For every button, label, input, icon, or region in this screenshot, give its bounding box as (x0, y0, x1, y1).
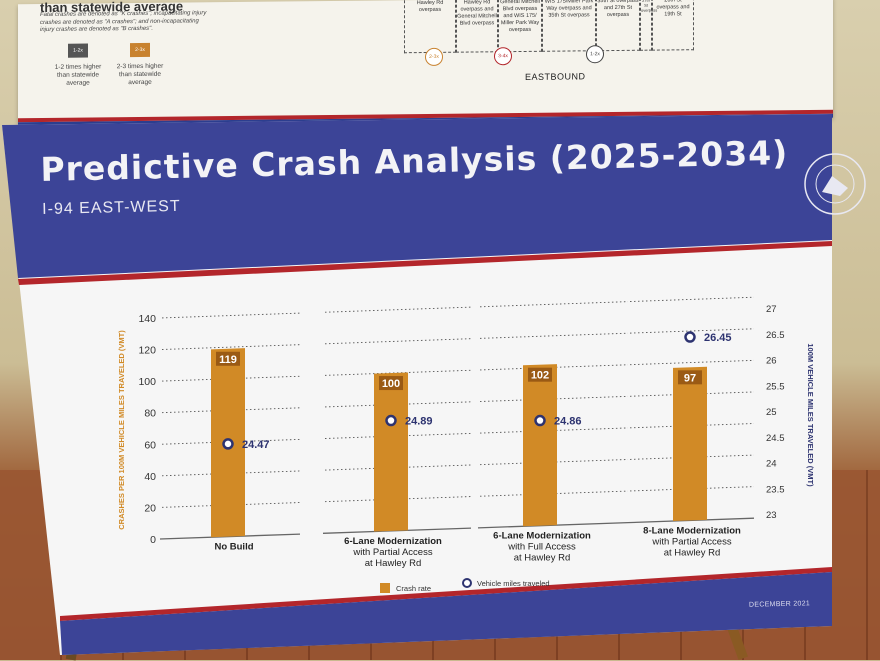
gridline (629, 486, 755, 492)
y-tick-label: 60 (144, 439, 156, 451)
header-stripe-red (18, 241, 832, 285)
y-tick-label: 100 (138, 376, 156, 388)
category-label: with Partial Access (352, 547, 432, 558)
legend-label-vmt: Vehicle miles traveled (477, 579, 550, 588)
vmt-value-label: 24.47 (242, 439, 270, 451)
bar-value-box (528, 367, 552, 382)
gridline (479, 459, 629, 466)
category-label: with Full Access (507, 542, 576, 553)
vmt-point (534, 414, 546, 427)
y-tick-label: 20 (144, 502, 156, 514)
page-subtitle: I-94 EAST-WEST (42, 197, 181, 218)
category-label: 8-Lane Modernization (643, 525, 741, 536)
wisdot-logo (804, 153, 866, 215)
bar-value-label: 119 (219, 354, 237, 366)
gridline (479, 364, 629, 371)
baseline (627, 517, 755, 524)
footer-stripe-red (60, 567, 832, 621)
legend-label-crash-rate: Crash rate (396, 584, 431, 593)
legend-swatch-crash-rate (380, 583, 390, 593)
vmt-value-label: 26.45 (704, 332, 732, 344)
crash-chart: 0 20 40 60 80 100 120 140 CRASHES PER 100M VEHIC… (117, 296, 815, 593)
category-label: at Hawley Rd (365, 558, 422, 569)
baseline (477, 521, 629, 529)
legend-swatch-vmt (462, 578, 472, 588)
y-tick-label: 40 (144, 471, 156, 483)
category-label: 6-Lane Modernization (344, 536, 442, 547)
category-label: with Partial Access (651, 536, 731, 547)
bar-value-box (379, 376, 403, 391)
gridline (324, 338, 472, 345)
y2-tick-label: 25.5 (766, 381, 785, 392)
y2-tick-label: 24.5 (766, 433, 785, 444)
vmt-value-label: 24.86 (554, 416, 582, 428)
y2-axis-title: 100M VEHICLE MILES TRAVELED (VMT) (806, 343, 815, 487)
y2-tick-label: 25 (766, 407, 777, 418)
y-tick-label: 0 (150, 534, 156, 546)
y2-tick-label: 27 (766, 304, 777, 315)
crash-rate-bar (374, 372, 408, 532)
footer-band (60, 572, 832, 655)
gridline (161, 312, 301, 319)
gridline (629, 423, 755, 429)
vmt-point (684, 331, 696, 343)
y-tick-label: 140 (138, 313, 156, 325)
gridline (479, 301, 629, 308)
gridline (479, 332, 629, 339)
y2-tick-label: 26 (766, 356, 777, 367)
crash-rate-bar (673, 366, 707, 522)
gridline (629, 391, 755, 397)
gridline (324, 306, 472, 313)
y2-tick-label: 24 (766, 459, 777, 470)
category-label: at Hawley Rd (664, 547, 721, 558)
gridline (629, 454, 755, 460)
bar-value-label: 97 (684, 372, 696, 384)
category-label: at Hawley Rd (514, 553, 571, 564)
gridline (629, 328, 755, 334)
bar-value-label: 102 (531, 370, 549, 382)
gridline (161, 344, 301, 350)
gridline (629, 359, 755, 366)
vmt-point (222, 438, 234, 450)
vmt-point (385, 414, 397, 427)
y2-tick-label: 26.5 (766, 330, 785, 341)
y2-tick-label: 23.5 (766, 484, 785, 495)
footer-date: DECEMBER 2021 (748, 600, 811, 609)
y-tick-label: 120 (138, 345, 156, 357)
vmt-value-label: 24.89 (405, 416, 433, 428)
category-label: 6-Lane Modernization (493, 531, 591, 542)
gridline (479, 490, 629, 497)
bar-value-box (678, 370, 702, 385)
crash-rate-bar (523, 364, 557, 527)
gridline (479, 395, 629, 402)
bar-value-label: 100 (382, 378, 400, 390)
y2-tick-label: 23 (766, 510, 777, 521)
bar-value-box (216, 351, 240, 366)
y-tick-label: 80 (144, 408, 156, 420)
gridline (629, 296, 755, 302)
y-axis-title: CRASHES PER 100M VEHICLE MILES TRAVELED … (117, 330, 126, 530)
header-band (2, 114, 832, 278)
gridline (479, 427, 629, 434)
category-label: No Build (214, 541, 253, 552)
